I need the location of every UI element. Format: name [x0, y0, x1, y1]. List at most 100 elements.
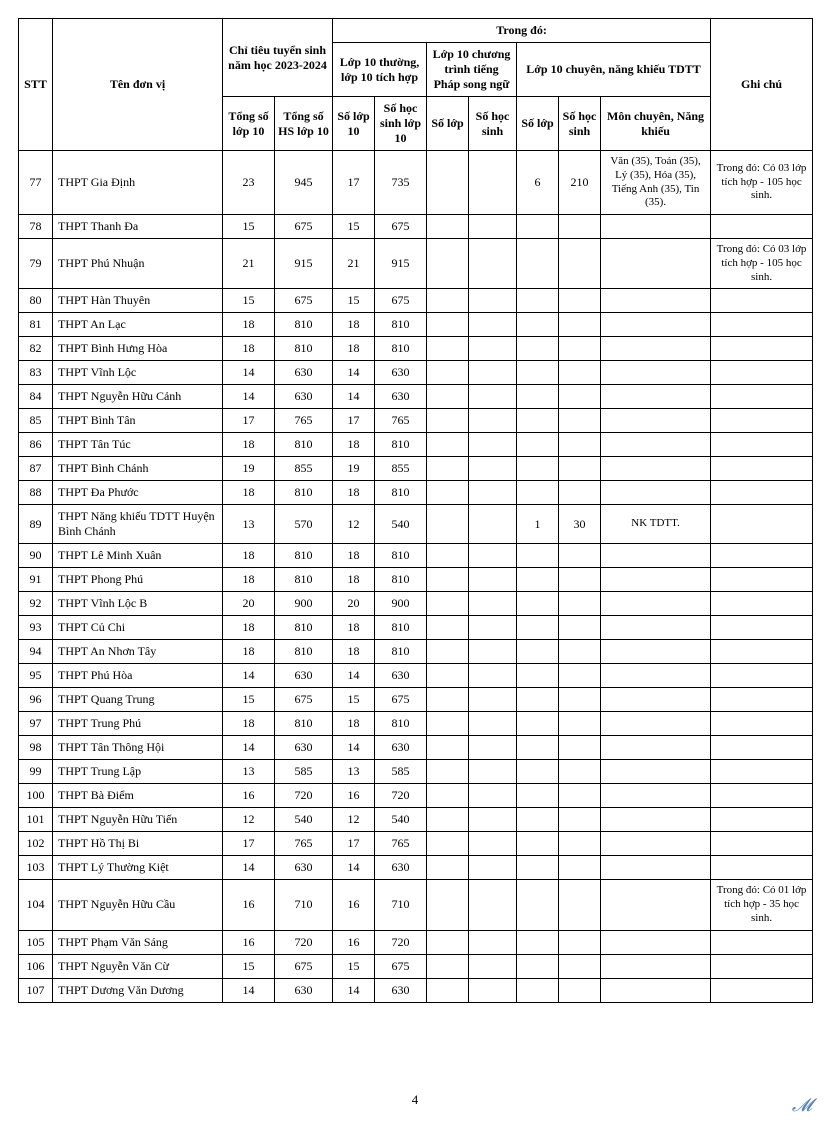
cell-ghi-chu	[711, 954, 813, 978]
cell-ghi-chu	[711, 289, 813, 313]
cell-ct-lop	[427, 954, 469, 978]
cell-tong-hs: 585	[275, 760, 333, 784]
cell-stt: 77	[19, 151, 53, 215]
cell-chuyen-lop	[517, 808, 559, 832]
cell-thuong-hs: 675	[375, 215, 427, 239]
cell-tong-hs: 675	[275, 954, 333, 978]
cell-ct-lop	[427, 712, 469, 736]
cell-ct-hs	[469, 640, 517, 664]
cell-stt: 86	[19, 433, 53, 457]
cell-tong-lop: 16	[223, 784, 275, 808]
cell-chuyen-hs	[559, 433, 601, 457]
cell-ct-lop	[427, 568, 469, 592]
table-row: 107THPT Dương Văn Dương1463014630	[19, 978, 813, 1002]
cell-chuyen-hs	[559, 832, 601, 856]
table-row: 77THPT Gia Định23945177356210Văn (35), T…	[19, 151, 813, 215]
th-ghi-chu: Ghi chú	[711, 19, 813, 151]
cell-tong-hs: 810	[275, 712, 333, 736]
cell-tong-hs: 630	[275, 856, 333, 880]
cell-ten: THPT Lê Minh Xuân	[53, 544, 223, 568]
table-row: 97THPT Trung Phú1881018810	[19, 712, 813, 736]
cell-ct-hs	[469, 568, 517, 592]
cell-tong-hs: 810	[275, 313, 333, 337]
table-row: 99THPT Trung Lập1358513585	[19, 760, 813, 784]
cell-tong-hs: 810	[275, 640, 333, 664]
cell-thuong-lop: 14	[333, 361, 375, 385]
cell-tong-lop: 23	[223, 151, 275, 215]
cell-ghi-chu	[711, 337, 813, 361]
cell-ct-hs	[469, 433, 517, 457]
table-row: 105THPT Phạm Văn Sáng1672016720	[19, 930, 813, 954]
cell-mon-chuyen: Văn (35), Toán (35), Lý (35), Hóa (35), …	[601, 151, 711, 215]
cell-ten: THPT Trung Lập	[53, 760, 223, 784]
cell-ct-hs	[469, 978, 517, 1002]
cell-mon-chuyen	[601, 760, 711, 784]
cell-thuong-lop: 15	[333, 954, 375, 978]
cell-mon-chuyen	[601, 640, 711, 664]
cell-ct-lop	[427, 978, 469, 1002]
cell-ct-hs	[469, 505, 517, 544]
cell-thuong-lop: 14	[333, 856, 375, 880]
cell-thuong-lop: 18	[333, 568, 375, 592]
cell-chuyen-lop	[517, 856, 559, 880]
cell-tong-hs: 810	[275, 481, 333, 505]
cell-ghi-chu	[711, 784, 813, 808]
table-row: 81THPT An Lạc1881018810	[19, 313, 813, 337]
cell-tong-lop: 14	[223, 664, 275, 688]
table-row: 103THPT Lý Thường Kiệt1463014630	[19, 856, 813, 880]
cell-thuong-hs: 720	[375, 930, 427, 954]
cell-ten: THPT An Nhơn Tây	[53, 640, 223, 664]
cell-chuyen-lop	[517, 215, 559, 239]
cell-mon-chuyen	[601, 544, 711, 568]
cell-tong-lop: 18	[223, 337, 275, 361]
cell-chuyen-lop	[517, 832, 559, 856]
table-row: 84THPT Nguyễn Hữu Cảnh1463014630	[19, 385, 813, 409]
cell-ct-hs	[469, 808, 517, 832]
table-row: 96THPT Quang Trung1567515675	[19, 688, 813, 712]
document-page: STT Tên đơn vị Chỉ tiêu tuyển sinh năm h…	[0, 0, 830, 1122]
cell-tong-hs: 630	[275, 385, 333, 409]
cell-thuong-hs: 810	[375, 433, 427, 457]
cell-chuyen-hs	[559, 640, 601, 664]
cell-thuong-lop: 14	[333, 385, 375, 409]
cell-ten: THPT Nguyễn Hữu Cầu	[53, 880, 223, 930]
cell-ten: THPT Phong Phú	[53, 568, 223, 592]
cell-thuong-lop: 15	[333, 215, 375, 239]
cell-chuyen-hs	[559, 954, 601, 978]
cell-thuong-hs: 630	[375, 978, 427, 1002]
cell-ct-lop	[427, 239, 469, 289]
cell-mon-chuyen	[601, 313, 711, 337]
cell-ghi-chu	[711, 505, 813, 544]
th-stt: STT	[19, 19, 53, 151]
cell-mon-chuyen	[601, 481, 711, 505]
cell-ten: THPT Bà Điểm	[53, 784, 223, 808]
th-chuong-trinh: Lớp 10 chương trình tiếng Pháp song ngữ	[427, 43, 517, 97]
cell-stt: 91	[19, 568, 53, 592]
cell-tong-lop: 15	[223, 954, 275, 978]
cell-ghi-chu	[711, 313, 813, 337]
cell-ct-lop	[427, 784, 469, 808]
cell-ct-lop	[427, 337, 469, 361]
cell-stt: 99	[19, 760, 53, 784]
cell-thuong-hs: 710	[375, 880, 427, 930]
cell-ct-hs	[469, 880, 517, 930]
th-ten-don-vi: Tên đơn vị	[53, 19, 223, 151]
cell-tong-hs: 675	[275, 688, 333, 712]
table-row: 80THPT Hàn Thuyên1567515675	[19, 289, 813, 313]
cell-thuong-hs: 630	[375, 361, 427, 385]
cell-thuong-lop: 19	[333, 457, 375, 481]
cell-chuyen-hs	[559, 215, 601, 239]
cell-ct-hs	[469, 856, 517, 880]
th-tong-so-lop: Tổng số lớp 10	[223, 97, 275, 151]
cell-mon-chuyen	[601, 664, 711, 688]
cell-ct-lop	[427, 880, 469, 930]
cell-tong-hs: 630	[275, 736, 333, 760]
cell-stt: 83	[19, 361, 53, 385]
cell-ct-lop	[427, 592, 469, 616]
th-so-lop-ct: Số lớp	[427, 97, 469, 151]
cell-ct-lop	[427, 760, 469, 784]
cell-mon-chuyen	[601, 385, 711, 409]
cell-chuyen-lop	[517, 954, 559, 978]
cell-thuong-hs: 810	[375, 712, 427, 736]
cell-thuong-lop: 18	[333, 313, 375, 337]
